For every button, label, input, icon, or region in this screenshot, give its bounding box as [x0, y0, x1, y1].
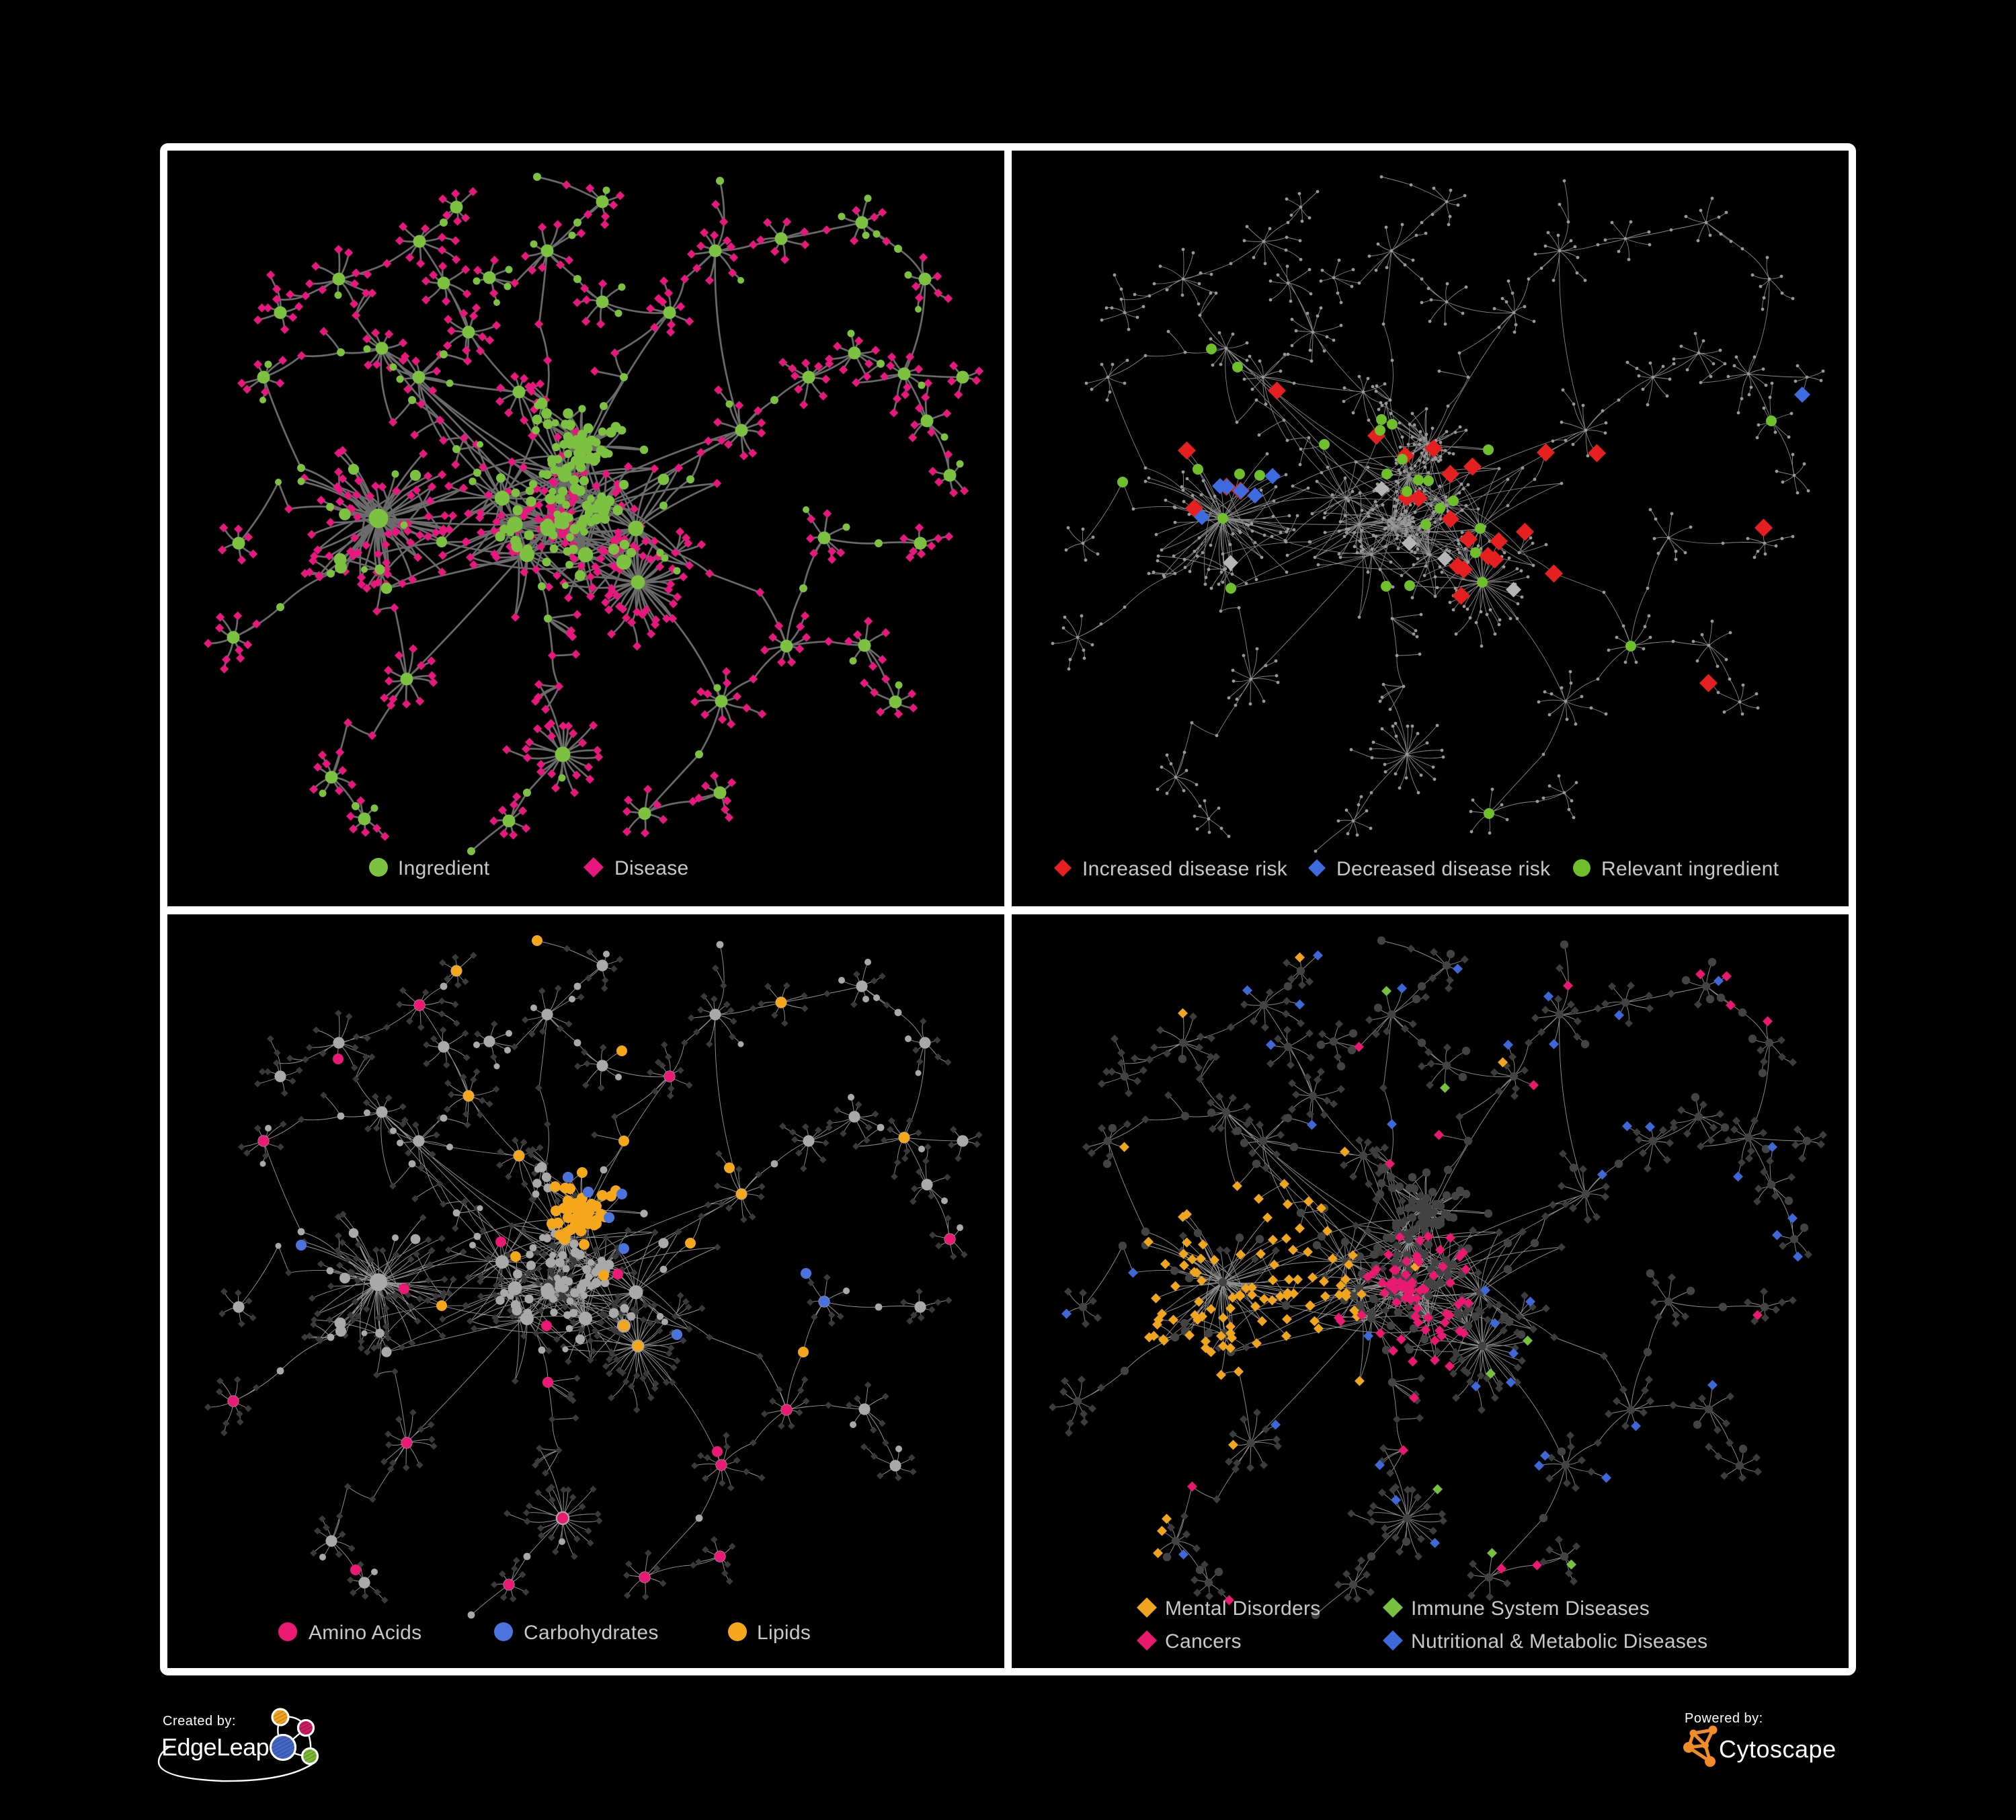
svg-text:Relevant ingredient: Relevant ingredient	[1601, 858, 1779, 880]
svg-text:Immune System Diseases: Immune System Diseases	[1411, 1597, 1650, 1620]
svg-text:Mental Disorders: Mental Disorders	[1165, 1597, 1321, 1620]
svg-text:Ingredient: Ingredient	[398, 857, 490, 879]
svg-text:Powered by:: Powered by:	[1685, 1711, 1763, 1726]
svg-text:Carbohydrates: Carbohydrates	[524, 1622, 659, 1644]
svg-text:Disease: Disease	[614, 857, 688, 879]
svg-text:Decreased disease risk: Decreased disease risk	[1336, 858, 1551, 880]
svg-text:Increased disease risk: Increased disease risk	[1082, 858, 1288, 880]
svg-text:EdgeLeap: EdgeLeap	[161, 1733, 269, 1761]
svg-text:Amino Acids: Amino Acids	[309, 1622, 421, 1644]
svg-text:Created by:: Created by:	[163, 1714, 236, 1729]
svg-text:Cancers: Cancers	[1165, 1630, 1242, 1653]
svg-text:Lipids: Lipids	[757, 1622, 811, 1644]
svg-text:Cytoscape: Cytoscape	[1719, 1735, 1837, 1763]
svg-text:Nutritional & Metabolic Diseas: Nutritional & Metabolic Diseases	[1411, 1630, 1707, 1653]
